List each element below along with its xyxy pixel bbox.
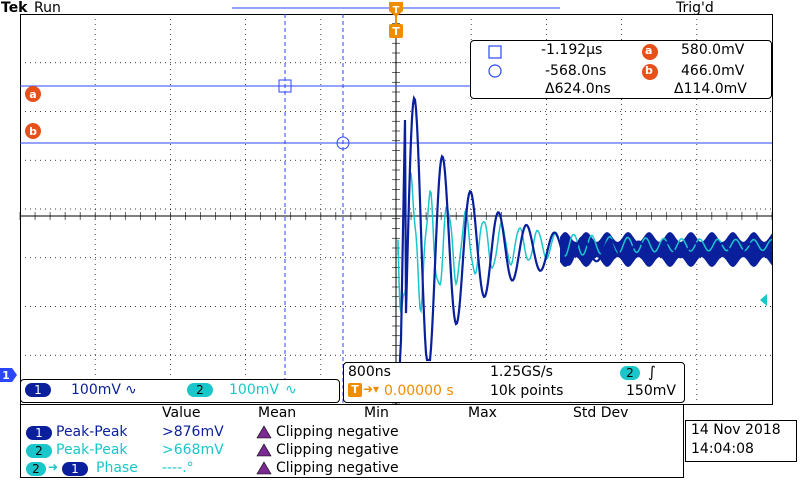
arrow-right-icon: ➜ [48, 460, 59, 474]
date-display: 14 Nov 2018 [691, 422, 781, 438]
measurement-source-badge: 1 [26, 426, 52, 440]
measurements-panel[interactable] [20, 404, 684, 478]
trigger-status: Trig'd [676, 0, 714, 16]
measurement-source-badge: 2 [26, 444, 52, 458]
ch1-waveform-envelope [560, 232, 772, 267]
datetime-panel: 14 Nov 2018 14:04:08 [685, 420, 797, 462]
measurement-row[interactable]: 2 ➜ 1 Phase ----.° Clipping negative [26, 460, 666, 478]
measurement-source-badge: 2 [26, 462, 46, 476]
time-display: 14:04:08 [691, 441, 754, 457]
cursor-circle-icon [488, 64, 502, 78]
timebase-panel[interactable]: 800ns 1.25GS/s 2 ∫ T ➜▾ 0.00000 s 10k po… [343, 362, 685, 403]
ch1-ground-marker [0, 368, 17, 382]
cursor-a-marker-label: a [29, 88, 36, 101]
measurement-value: >668mV [162, 442, 224, 458]
sample-rate: 1.25GS/s [490, 364, 553, 380]
measurement-value: ----.° [162, 460, 194, 476]
measurement-name: Peak-Peak [56, 442, 128, 458]
run-state[interactable]: Run [34, 0, 61, 16]
measurement-source2-badge: 1 [62, 462, 88, 476]
ch2-scale: 100mV [229, 382, 279, 398]
cursor-b-marker [25, 123, 41, 139]
measurement-row[interactable]: 1 Peak-Peak >876mV Clipping negative [26, 424, 666, 442]
measurement-value: >876mV [162, 424, 224, 440]
measurement-header-mean: Mean [258, 405, 297, 421]
cursor-a-value: 580.0mV [681, 42, 745, 58]
trigger-position-label: T [392, 25, 400, 38]
ch2-waveform [397, 172, 773, 314]
trigger-offset: 0.00000 s [384, 383, 454, 399]
channel-scale-panel[interactable]: 1 100mV ∿ 2 100mV ∿ [20, 379, 340, 403]
cursor-a-marker [25, 86, 41, 102]
ch2-badge[interactable]: 2 [187, 383, 213, 397]
measurement-header-max: Max [468, 405, 497, 421]
measurement-header-min: Min [364, 405, 389, 421]
warning-icon [256, 425, 272, 443]
cursor-square-icon [488, 45, 502, 59]
ch1-badge[interactable]: 1 [25, 383, 51, 397]
cursor-circle-time: -568.0ns [545, 63, 607, 79]
ch1-scale: 100mV [71, 382, 121, 398]
measurement-header-stddev: Std Dev [573, 405, 629, 421]
trigger-level: 150mV [626, 383, 676, 399]
warning-icon [256, 461, 272, 479]
measurement-header-value: Value [162, 405, 201, 421]
cursor-readout-panel[interactable]: a b -1.192µs -568.0ns Δ624.0ns 580.0mV 4… [470, 40, 772, 99]
ch2-coupling-icon: ∿ [285, 382, 297, 398]
trigger-source-badge[interactable]: 2 [620, 366, 640, 380]
cursor-b-icon-label: b [645, 64, 653, 77]
measurement-name: Phase [96, 460, 138, 476]
trigger-arrow-icon: ➜▾ [363, 382, 380, 396]
time-per-div: 800ns [348, 364, 391, 380]
measurement-status: Clipping negative [276, 442, 399, 458]
cursor-a-icon-label: a [645, 44, 653, 57]
cursor-b-value: 466.0mV [681, 63, 745, 79]
measurement-status: Clipping negative [276, 424, 399, 440]
measurement-name: Peak-Peak [56, 424, 128, 440]
cursor-circle-marker [336, 136, 350, 150]
cursor-delta-value: Δ114.0mV [674, 81, 747, 97]
trigger-slope-icon: ∫ [648, 363, 656, 381]
cursor-b-marker-label: b [29, 125, 37, 138]
trigger-position-top-icon [389, 2, 403, 17]
cursor-delta-time: Δ624.0ns [545, 81, 611, 97]
cursor-b-icon [642, 64, 658, 80]
warning-icon [256, 443, 272, 461]
ch1-waveform [398, 95, 773, 395]
ch1-coupling-icon: ∿ [125, 382, 137, 398]
trigger-position-top-label: T [393, 5, 400, 16]
record-length: 10k points [490, 383, 564, 399]
ch2-offset-arrow-icon [760, 294, 767, 306]
measurement-status: Clipping negative [276, 460, 399, 476]
ch1-ground-label: 1 [2, 369, 10, 382]
cursor-square-marker [278, 79, 292, 93]
cursor-square-time: -1.192µs [541, 42, 603, 58]
cursor-a-icon [642, 44, 658, 60]
trigger-offset-icon: T [348, 383, 362, 397]
measurement-row[interactable]: 2 Peak-Peak >668mV Clipping negative [26, 442, 666, 460]
brand-logo: Tek [1, 0, 28, 16]
trigger-position-icon [389, 24, 403, 38]
